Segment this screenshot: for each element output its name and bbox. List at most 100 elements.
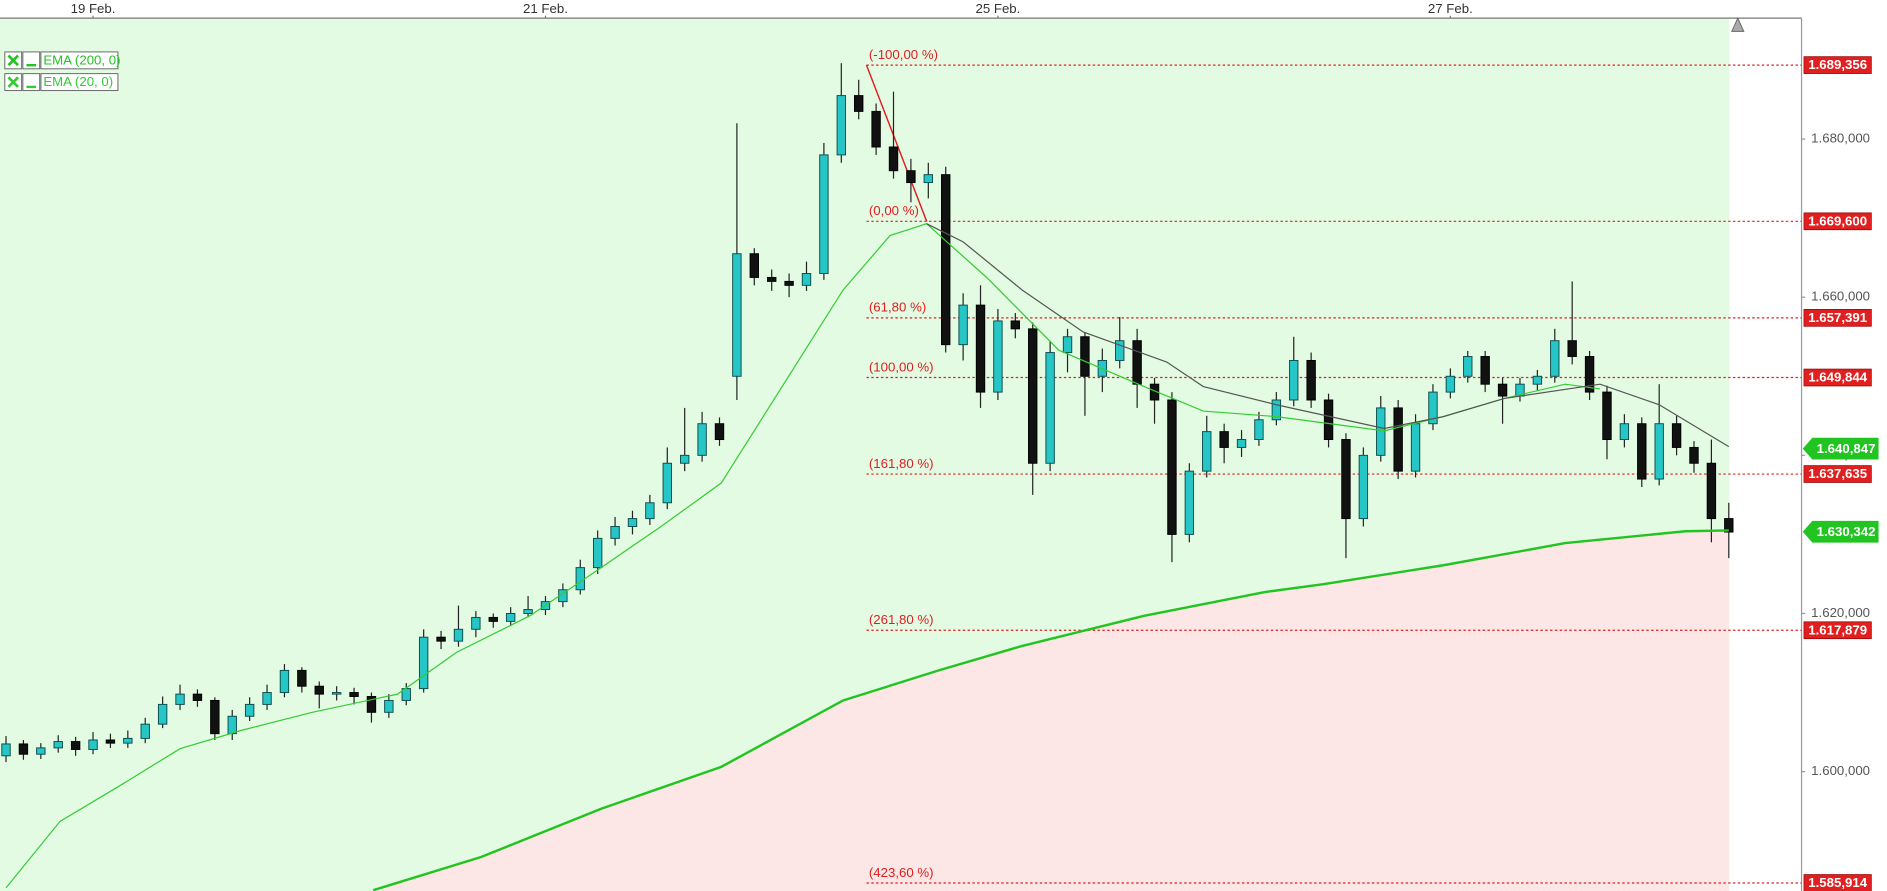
- indicator-line: [372, 529, 1729, 891]
- price-marker-label: 1.630,342: [1817, 524, 1876, 539]
- candle-body: [575, 567, 585, 591]
- candle-body: [627, 518, 638, 527]
- candle-body: [1080, 336, 1090, 377]
- candle-body: [1410, 423, 1421, 472]
- fib-price-label: 1.585,914: [1808, 875, 1867, 890]
- candle-body: [1567, 340, 1577, 357]
- fib-price-box: [1803, 212, 1872, 231]
- candle-body: [505, 612, 516, 622]
- candle-body: [1602, 391, 1612, 441]
- candle-body: [662, 462, 672, 504]
- candle-body: [1062, 336, 1073, 354]
- price-marker-label: 1.640,847: [1817, 441, 1876, 456]
- candle-body: [749, 253, 759, 278]
- candle-body: [1671, 423, 1682, 448]
- candle-body: [767, 276, 777, 282]
- candle-body: [331, 692, 342, 695]
- fib-label: (161,80 %): [869, 456, 934, 471]
- fib-price-label: 1.617,879: [1808, 622, 1867, 637]
- candle-body: [140, 723, 150, 739]
- fib-price-label: 1.657,391: [1808, 310, 1867, 325]
- candle-body: [697, 423, 707, 456]
- candle-body: [210, 699, 220, 735]
- candle-body: [1254, 419, 1264, 441]
- y-tick-label: 1.660,000: [1811, 289, 1870, 304]
- candle-body: [679, 454, 690, 464]
- candle-body: [1341, 439, 1351, 520]
- date-label: 25 Feb.: [975, 1, 1020, 16]
- fib-label: (423,60 %): [869, 865, 934, 880]
- candle-body: [192, 693, 203, 701]
- candle-body: [906, 170, 916, 184]
- candle-body: [453, 628, 464, 642]
- legend-label: EMA (20, 0): [43, 74, 113, 89]
- candle-body: [801, 273, 812, 286]
- candle-body: [436, 636, 446, 642]
- y-tick-label: 1.620,000: [1811, 605, 1870, 620]
- price-marker: [1802, 437, 1879, 460]
- y-tick-label: 1.600,000: [1811, 763, 1870, 778]
- candle-body: [1289, 359, 1299, 401]
- candle-body: [88, 739, 98, 750]
- candle-body: [123, 737, 133, 744]
- candle-body: [784, 280, 794, 286]
- candle-body: [227, 715, 237, 735]
- candle-body: [732, 253, 742, 377]
- legend-check: [7, 54, 19, 67]
- fib-anchor: [865, 64, 928, 222]
- candle-body: [53, 741, 63, 749]
- candle-body: [471, 616, 481, 630]
- indicator-line: [5, 223, 1601, 889]
- fib-label: (100,00 %): [869, 359, 934, 374]
- fib-label: (0,00 %): [869, 203, 919, 218]
- candle-body: [610, 526, 620, 539]
- candle-body: [1637, 423, 1647, 480]
- legend-check: [7, 76, 19, 88]
- candle-body: [157, 703, 168, 725]
- legend-item[interactable]: EMA (20, 0): [4, 73, 119, 92]
- candle-body: [18, 743, 29, 755]
- candle-body: [1236, 439, 1247, 448]
- legend-label: EMA (200, 0): [43, 52, 120, 67]
- candle-body: [871, 110, 881, 148]
- legend-box: [40, 73, 119, 92]
- candle-body: [1706, 462, 1717, 520]
- candle-body: [993, 320, 1003, 393]
- candle-body: [418, 636, 429, 690]
- candle-body: [1532, 375, 1543, 385]
- fib-price-label: 1.689,356: [1808, 57, 1867, 72]
- candle-body: [1724, 518, 1734, 533]
- candle-body: [1480, 356, 1490, 385]
- candle-body: [1202, 431, 1212, 472]
- fib-price-box: [1803, 309, 1872, 327]
- fib-label: (-100,00 %): [869, 47, 938, 62]
- candle-body: [819, 154, 829, 274]
- candle-body: [941, 174, 951, 346]
- legend-item[interactable]: EMA (200, 0): [4, 51, 121, 70]
- candle-body: [714, 423, 725, 441]
- candle-body: [244, 703, 255, 717]
- candle-body: [1445, 375, 1456, 393]
- candle-body: [297, 669, 307, 687]
- date-label: 21 Feb.: [523, 1, 568, 16]
- fib-price-box: [1803, 368, 1872, 387]
- candle-body: [314, 685, 324, 695]
- candle-body: [854, 95, 864, 112]
- fib-price-label: 1.637,635: [1808, 466, 1867, 481]
- scroll-icon[interactable]: [1731, 16, 1745, 32]
- date-label: 19 Feb.: [71, 1, 116, 16]
- candle-body: [384, 699, 394, 713]
- candle-body: [349, 692, 359, 697]
- fib-price-label: 1.649,844: [1808, 370, 1867, 385]
- candle-body: [1376, 407, 1386, 456]
- candle-body: [836, 95, 846, 156]
- candle-body: [1184, 470, 1195, 535]
- below-ema-region: [373, 530, 1729, 891]
- fib-price-box: [1803, 874, 1872, 891]
- candle-body: [1428, 391, 1438, 425]
- candle-body: [1010, 320, 1021, 330]
- candle-body: [1497, 383, 1508, 397]
